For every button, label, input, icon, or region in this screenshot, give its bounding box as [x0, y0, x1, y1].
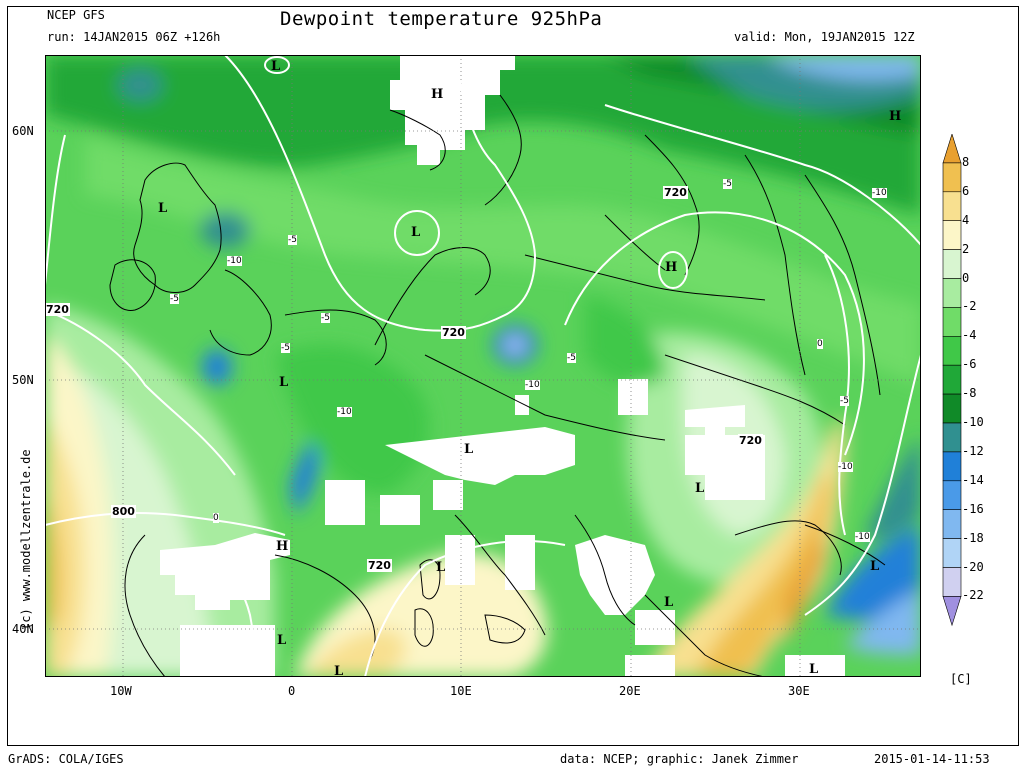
low-pressure-label: L: [664, 595, 674, 610]
dewpoint-value-label: -5: [170, 294, 179, 304]
low-pressure-label: L: [870, 559, 880, 574]
legend-cell: [942, 451, 962, 482]
dewpoint-value-label: -5: [321, 313, 330, 323]
legend-level-label: -2: [962, 299, 977, 314]
credit-text: (c) www.modellzentrale.de: [19, 449, 33, 630]
high-pressure-label: L: [158, 201, 168, 216]
legend-triangle-bottom: [942, 596, 962, 627]
dewpoint-value-label: -5: [281, 343, 290, 353]
legend-level-label: -10: [962, 415, 984, 429]
contour-value-label: 720: [367, 559, 392, 572]
weather-map: L H H L L H L L L H L L L L L L 720 720 …: [45, 55, 921, 677]
low-pressure-label: L: [279, 375, 289, 390]
low-pressure-label: L: [334, 664, 344, 677]
lon-label: 20E: [619, 684, 641, 698]
legend-cell: [942, 162, 962, 193]
legend-level-label: -4: [962, 328, 977, 343]
legend-level-label: -8: [962, 386, 977, 401]
dewpoint-value-label: 0: [213, 513, 219, 523]
legend-cell: [942, 480, 962, 510]
legend-level-label: 0: [962, 270, 970, 285]
dewpoint-value-label: -10: [838, 462, 853, 472]
dewpoint-value-label: -10: [855, 532, 870, 542]
legend-cell: [942, 249, 962, 279]
dewpoint-value-label: -10: [337, 407, 352, 417]
footer-credits: data: NCEP; graphic: Janek Zimmer: [560, 752, 799, 766]
lon-label: 0: [288, 684, 296, 698]
lat-label: 50N: [12, 373, 34, 387]
dewpoint-value-label: -10: [525, 380, 540, 390]
dewpoint-value-label: -10: [872, 188, 887, 198]
legend-cell: [942, 220, 962, 250]
low-pressure-label: L: [436, 560, 446, 575]
valid-time: valid: Mon, 19JAN2015 12Z: [734, 30, 915, 44]
lat-label: 40N: [12, 622, 34, 636]
footer-software: GrADS: COLA/IGES: [8, 752, 124, 766]
high-pressure-label: H: [276, 539, 289, 554]
legend-cell: [942, 538, 962, 568]
dewpoint-value-label: -5: [840, 396, 849, 406]
low-pressure-label: H: [665, 260, 678, 275]
color-legend: [942, 134, 962, 627]
low-pressure-label: L: [271, 59, 281, 74]
legend-cell: [942, 422, 962, 453]
legend-cell: [942, 191, 962, 221]
run-info: run: 14JAN2015 06Z +126h: [47, 30, 221, 44]
high-pressure-label: H: [431, 87, 444, 102]
legend-level-label: -16: [962, 501, 984, 516]
dewpoint-value-label: -5: [288, 235, 297, 245]
lon-label: 10E: [450, 684, 472, 698]
contour-value-label: 800: [111, 505, 136, 518]
legend-level-label: 2: [962, 241, 970, 256]
legend-level-label: -6: [962, 357, 977, 372]
figure-frame: [7, 6, 1019, 746]
high-pressure-label: H: [889, 109, 902, 124]
low-pressure-label: L: [411, 225, 421, 240]
legend-cell: [942, 364, 962, 395]
legend-cell: [942, 393, 962, 424]
legend-triangle-top: [942, 134, 962, 164]
legend-cell: [942, 336, 962, 366]
legend-cell: [942, 278, 962, 308]
legend-level-label: 8: [962, 154, 970, 169]
terrain-mask: [160, 55, 845, 677]
contour-value-label: 720: [738, 434, 763, 447]
legend-level-label: -18: [962, 530, 984, 545]
low-pressure-label: L: [809, 662, 819, 677]
legend-level-label: -14: [962, 472, 984, 487]
legend-cell: [942, 307, 962, 337]
legend-unit: [C]: [950, 672, 972, 686]
map-title: Dewpoint temperature 925hPa: [280, 8, 603, 30]
legend-level-label: -22: [962, 588, 984, 603]
dewpoint-value-label: -5: [567, 353, 576, 363]
footer-timestamp: 2015-01-14-11:53: [874, 752, 990, 766]
model-name: NCEP GFS: [47, 8, 105, 22]
contour-value-label: 720: [441, 326, 466, 339]
low-pressure-label: L: [277, 633, 287, 648]
legend-cell: [942, 509, 962, 539]
legend-level-label: -12: [962, 443, 984, 458]
low-pressure-label: L: [695, 481, 705, 496]
low-pressure-label: L: [464, 442, 474, 457]
legend-level-label: 4: [962, 212, 970, 227]
contour-value-label: 720: [45, 303, 70, 316]
dewpoint-value-label: 0: [817, 339, 823, 349]
lon-label: 10W: [110, 684, 132, 698]
dewpoint-value-label: -10: [227, 256, 242, 266]
lat-label: 60N: [12, 124, 34, 138]
lon-label: 30E: [788, 684, 810, 698]
legend-level-label: -20: [962, 559, 984, 574]
contour-value-label: 720: [663, 186, 688, 199]
map-canvas: [45, 55, 921, 677]
dewpoint-value-label: -5: [723, 179, 732, 189]
legend-cell: [942, 567, 962, 597]
legend-level-label: 6: [962, 183, 970, 198]
geopotential-contours: [45, 55, 921, 677]
